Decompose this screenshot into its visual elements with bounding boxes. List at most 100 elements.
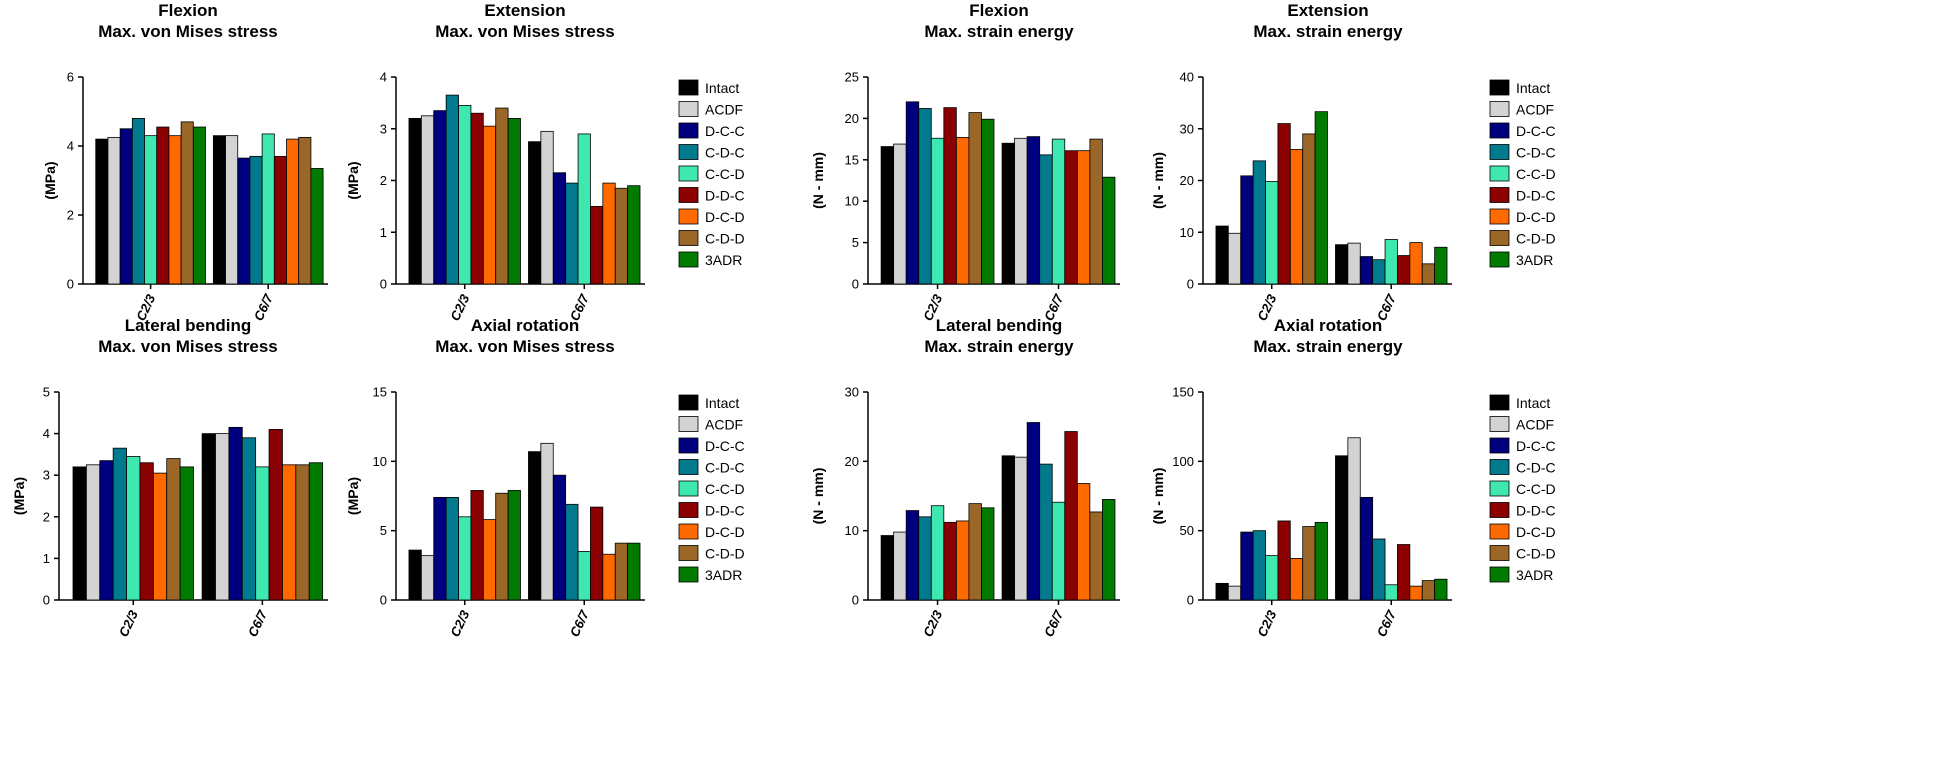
x-tick-label: C6/7 xyxy=(567,607,593,639)
bar-d-d-c-c2-3 xyxy=(1277,123,1291,285)
y-tick-label: 0 xyxy=(852,593,859,608)
chart-panel-2: Extension Max. von Mises stress (MPa) 0 1 2 3 4… xyxy=(345,1,745,323)
legend-label-c-c-d: C-C-D xyxy=(705,166,745,182)
legend-swatch-acdf xyxy=(678,101,699,117)
legend-swatch-c-d-c xyxy=(678,459,699,475)
y-tick-label: 4 xyxy=(67,139,74,154)
legend-label-d-c-d: D-C-D xyxy=(705,524,745,540)
legend-label-c-d-c: C-D-C xyxy=(1516,460,1556,476)
bar-c-c-d-c6-7 xyxy=(577,551,591,601)
bar-d-c-c-c6-7 xyxy=(228,426,243,601)
y-tick-label: 5 xyxy=(380,523,387,538)
y-tick-label: 20 xyxy=(845,111,859,126)
legend-swatch-intact xyxy=(1489,394,1510,411)
bar-3adr-c2-3 xyxy=(192,126,206,285)
bar-c-d-d-c6-7 xyxy=(298,136,312,285)
bar-d-d-c-c2-3 xyxy=(156,126,170,285)
bar-c-d-d-c2-3 xyxy=(495,492,509,601)
bar-c-d-d-c6-7 xyxy=(614,542,629,601)
y-axis-label: (N - mm) xyxy=(1150,152,1166,209)
chart-panel-4: Extension Max. strain energy (N - mm) 0 10 20… xyxy=(1150,1,1556,323)
bar-acdf-c6-7 xyxy=(225,135,239,285)
y-axis-label: (MPa) xyxy=(345,477,361,515)
bar-intact-c2-3 xyxy=(1215,225,1229,285)
legend-swatch-3adr xyxy=(678,251,699,268)
x-tick-label: C6/7 xyxy=(1374,607,1400,639)
bar-c-c-d-c6-7 xyxy=(255,466,270,601)
legend-label-d-c-c: D-C-C xyxy=(1516,438,1556,454)
bar-d-c-d-c2-3 xyxy=(1289,149,1304,285)
legend-label-d-d-c: D-D-C xyxy=(705,188,745,204)
legend-swatch-intact xyxy=(678,79,699,96)
legend-swatch-acdf xyxy=(1489,101,1510,117)
bar-d-c-c-c2-3 xyxy=(99,460,114,601)
chart-panel-5: Lateral bending Max. von Mises stress (MPa… xyxy=(11,316,328,639)
bar-d-d-c-c6-7 xyxy=(1064,150,1078,285)
y-tick-label: 30 xyxy=(1180,121,1194,136)
legend-label-acdf: ACDF xyxy=(705,102,743,118)
bar-acdf-c2-3 xyxy=(893,531,907,601)
bar-intact-c2-3 xyxy=(95,138,109,285)
legend-swatch-intact xyxy=(1489,79,1510,96)
bar-d-c-d-c2-3 xyxy=(1289,558,1304,601)
bar-c-d-d-c2-3 xyxy=(968,503,982,601)
bar-c-d-c-c6-7 xyxy=(241,437,257,601)
x-tick-label: C2/3 xyxy=(447,291,473,323)
bar-acdf-c6-7 xyxy=(1014,137,1028,285)
y-tick-label: 15 xyxy=(373,385,387,400)
chart-panel-6: Axial rotation Max. von Mises stress (MPa)… xyxy=(345,316,745,639)
legend-swatch-3adr xyxy=(1489,251,1510,268)
legend-label-acdf: ACDF xyxy=(705,417,743,433)
legend-label-acdf: ACDF xyxy=(1516,417,1554,433)
legend: Intact ACDF D-C-C C-D-C C-C-D D-D-C D-C-D C-D-D… xyxy=(1489,79,1556,268)
chart-title: Extension xyxy=(484,1,565,20)
bar-c-c-d-c6-7 xyxy=(1051,138,1066,285)
chart-subtitle: Max. strain energy xyxy=(924,22,1074,41)
legend-label-c-d-d: C-D-D xyxy=(705,546,745,562)
bar-acdf-c2-3 xyxy=(1227,232,1242,285)
bar-d-c-d-c2-3 xyxy=(482,519,497,601)
bar-d-c-d-c6-7 xyxy=(1076,150,1091,285)
legend-swatch-d-d-c xyxy=(1489,502,1510,518)
legend-label-c-d-c: C-D-C xyxy=(705,460,745,476)
legend-swatch-d-d-c xyxy=(678,187,699,203)
bar-d-c-d-c2-3 xyxy=(955,137,970,285)
legend-label-c-c-d: C-C-D xyxy=(1516,166,1556,182)
legend-swatch-3adr xyxy=(1489,566,1510,583)
bar-d-d-c-c6-7 xyxy=(1397,255,1411,285)
chart-title: Flexion xyxy=(158,1,218,20)
y-tick-label: 3 xyxy=(43,468,50,483)
legend-swatch-d-c-d xyxy=(678,523,699,540)
legend-label-d-d-c: D-D-C xyxy=(705,503,745,519)
bar-acdf-c6-7 xyxy=(215,433,230,601)
y-tick-label: 0 xyxy=(380,593,387,608)
bar-c-c-d-c2-3 xyxy=(126,456,141,601)
x-tick-label: C6/7 xyxy=(251,291,277,323)
bar-3adr-c6-7 xyxy=(310,168,324,285)
y-tick-label: 0 xyxy=(1187,277,1194,292)
bar-c-c-d-c6-7 xyxy=(1051,501,1066,601)
legend-label-d-c-c: D-C-C xyxy=(1516,123,1556,139)
bar-3adr-c6-7 xyxy=(308,462,324,601)
legend-label-acdf: ACDF xyxy=(1516,102,1554,118)
bar-d-d-c-c2-3 xyxy=(470,112,484,285)
bar-3adr-c2-3 xyxy=(1314,111,1328,285)
legend-swatch-d-d-c xyxy=(1489,187,1510,203)
bar-c-c-d-c2-3 xyxy=(1265,181,1279,285)
y-tick-label: 100 xyxy=(1172,454,1194,469)
legend-swatch-d-d-c xyxy=(678,502,699,518)
legend: Intact ACDF D-C-C C-D-C C-C-D D-D-C D-C-D C-D-D… xyxy=(678,79,745,268)
chart-title: Lateral bending xyxy=(125,316,252,335)
y-tick-label: 150 xyxy=(1172,385,1194,400)
legend-label-intact: Intact xyxy=(705,395,739,411)
bar-c-d-c-c6-7 xyxy=(565,503,579,601)
legend-label-d-d-c: D-D-C xyxy=(1516,188,1556,204)
bar-d-d-c-c6-7 xyxy=(1064,431,1078,601)
bar-d-c-d-c6-7 xyxy=(1409,242,1423,285)
bar-intact-c6-7 xyxy=(1335,455,1349,601)
bar-intact-c2-3 xyxy=(880,146,895,285)
legend-swatch-d-c-c xyxy=(1489,437,1510,454)
chart-title: Axial rotation xyxy=(1274,316,1383,335)
bar-c-d-d-c2-3 xyxy=(1302,133,1316,285)
bar-d-d-c-c6-7 xyxy=(273,155,287,285)
